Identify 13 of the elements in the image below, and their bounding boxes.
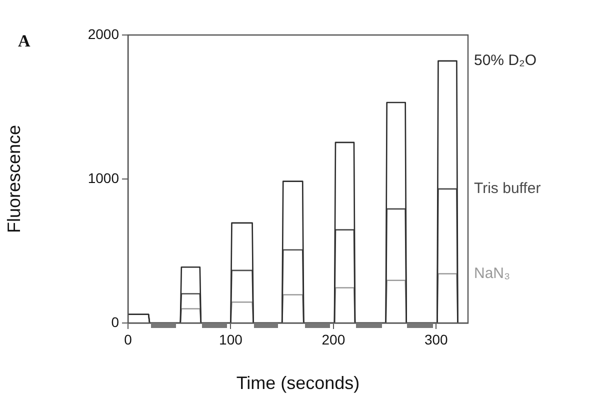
series-label: Tris buffer bbox=[474, 180, 541, 198]
series-label: 50% D₂O bbox=[474, 52, 537, 70]
y-axis-title: Fluorescence bbox=[4, 124, 24, 234]
y-tick-label: 1000 bbox=[88, 170, 120, 186]
x-tick-label: 200 bbox=[322, 331, 346, 348]
series-label: NaN₃ bbox=[474, 264, 510, 282]
x-tick-label: 0 bbox=[124, 331, 132, 348]
x-tick-label: 100 bbox=[219, 331, 243, 348]
y-tick-label: 2000 bbox=[88, 26, 120, 42]
x-tick-label: 300 bbox=[424, 331, 448, 348]
y-tick-label: 0 bbox=[111, 314, 120, 330]
text: A bbox=[18, 31, 31, 50]
x-axis-title: Time (seconds) bbox=[236, 373, 360, 394]
